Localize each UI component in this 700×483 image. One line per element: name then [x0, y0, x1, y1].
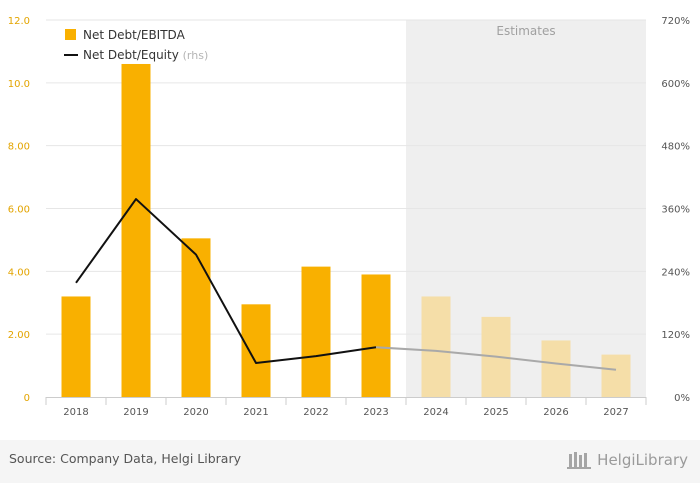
- bar: [301, 266, 331, 397]
- x-tick-label: 2018: [63, 407, 88, 418]
- brand-name: HelgiLibrary: [597, 451, 688, 469]
- legend-label-bar: Net Debt/EBITDA: [83, 28, 186, 42]
- y-left-tick-label: 10.0: [8, 79, 30, 90]
- legend-label-line-suffix: (rhs): [183, 49, 209, 62]
- y-right-tick-label: 480%: [661, 142, 690, 153]
- y-left-tick-label: 2.00: [8, 330, 30, 341]
- x-tick-label: 2019: [123, 407, 148, 418]
- bar: [121, 63, 151, 397]
- y-right-tick-label: 600%: [661, 79, 690, 90]
- brand-logo: HelgiLibrary: [567, 449, 688, 471]
- y-right-tick-label: 720%: [661, 16, 690, 27]
- x-tick-label: 2022: [303, 407, 328, 418]
- bar: [541, 340, 571, 397]
- source-note: Source: Company Data, Helgi Library: [9, 451, 242, 466]
- y-left-tick-label: 8.00: [8, 142, 30, 153]
- y-left-tick-label: 0: [24, 393, 30, 404]
- x-tick-label: 2020: [183, 407, 208, 418]
- y-left-tick-label: 6.00: [8, 205, 30, 216]
- y-left-tick-label: 4.00: [8, 267, 30, 278]
- y-right-tick-label: 360%: [661, 205, 690, 216]
- x-tick-label: 2025: [483, 407, 508, 418]
- estimates-label: Estimates: [496, 24, 555, 38]
- chart: Estimates 0 0% 2.00 120% 4.00 240% 6.00 360% 8.00…: [8, 16, 690, 418]
- line-series-estimate: [375, 346, 617, 371]
- y-right-tick-label: 0%: [674, 393, 690, 404]
- y-right-tick-label: 120%: [661, 330, 690, 341]
- y-left-tick-label: 12.0: [8, 16, 30, 27]
- y-right-tick-label: 240%: [661, 267, 690, 278]
- x-tick-label: 2026: [543, 407, 568, 418]
- x-tick-label: 2021: [243, 407, 268, 418]
- bar: [601, 354, 631, 397]
- bar: [421, 296, 451, 397]
- footer: Source: Company Data, Helgi Library Helg…: [0, 440, 700, 483]
- x-tick-label: 2023: [363, 407, 388, 418]
- line-series-actual: [75, 198, 377, 364]
- bar: [241, 304, 271, 397]
- x-tick-label: 2024: [423, 407, 448, 418]
- bar: [181, 238, 211, 397]
- bar: [61, 296, 91, 397]
- legend-label-line: Net Debt/Equity (rhs): [83, 48, 208, 62]
- legend-swatch-bar: [65, 29, 76, 40]
- library-icon: [567, 452, 592, 469]
- bar: [361, 274, 391, 397]
- x-tick-label: 2027: [603, 407, 628, 418]
